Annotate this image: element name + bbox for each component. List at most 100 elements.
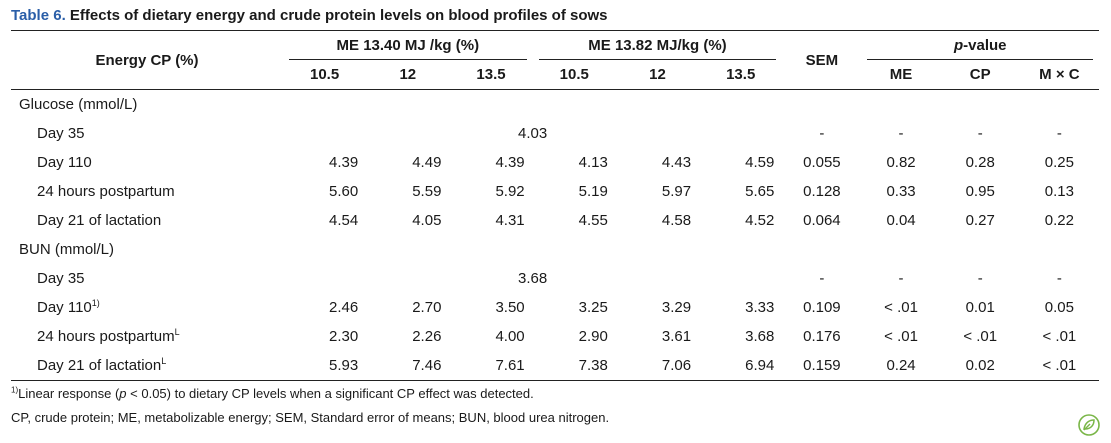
pvalue-cell: 0.13 xyxy=(1044,183,1074,200)
blood-profile-table: Energy CP (%) ME 13.40 MJ /kg (%) ME 13.… xyxy=(11,30,1099,381)
value-cell: 3.25 xyxy=(578,299,608,316)
pvalue-cell: 0.05 xyxy=(1044,299,1074,316)
empty-cell xyxy=(616,264,699,293)
pvalue-cell: 0.24 xyxy=(886,357,916,374)
value-cell: 5.19 xyxy=(578,183,608,200)
empty-cell xyxy=(366,264,449,293)
section-title: BUN (mmol/L) xyxy=(19,241,115,258)
value-cell: 7.61 xyxy=(495,357,525,374)
level-header: 12 xyxy=(649,66,666,83)
pvalue-interaction-header: M × C xyxy=(1039,66,1080,83)
value-cell: 4.49 xyxy=(412,154,442,171)
empty-cell xyxy=(616,119,699,148)
value-cell: 4.13 xyxy=(578,154,608,171)
value-cell: 4.52 xyxy=(745,212,775,229)
value-cell: 4.05 xyxy=(412,212,442,229)
value-cell: 5.60 xyxy=(329,183,359,200)
pvalue-cell: - xyxy=(1056,125,1062,142)
pvalue-cell: 0.02 xyxy=(965,357,995,374)
value-cell: 7.46 xyxy=(412,357,442,374)
pvalue-cell: 0.82 xyxy=(886,154,916,171)
pvalue-cell: 0.22 xyxy=(1044,212,1074,229)
value-cell: 3.50 xyxy=(495,299,525,316)
pvalue-cell: - xyxy=(977,270,983,287)
sem-cell: 0.055 xyxy=(803,154,841,171)
value-cell: 4.39 xyxy=(495,154,525,171)
level-header: 13.5 xyxy=(476,66,506,83)
table-row: Day 35 4.03 - - - - xyxy=(11,119,1099,148)
pvalue-cell: < .01 xyxy=(884,299,918,316)
value-cell: 6.94 xyxy=(745,357,775,374)
sem-cell: 0.109 xyxy=(803,299,841,316)
value-cell: 5.92 xyxy=(495,183,525,200)
sem-cell: - xyxy=(819,270,825,287)
row-label-header: Energy CP (%) xyxy=(95,51,199,69)
value-cell: 3.68 xyxy=(745,328,775,345)
table-caption: Table 6. Effects of dietary energy and c… xyxy=(11,7,608,24)
pvalue-header: p-value xyxy=(861,31,1099,61)
sem-header: SEM xyxy=(805,51,839,69)
row-label: 24 hours postpartumL xyxy=(37,327,180,346)
empty-cell xyxy=(699,264,782,293)
row-label: 24 hours postpartum xyxy=(37,183,175,200)
sem-cell: - xyxy=(819,125,825,142)
value-cell: 5.65 xyxy=(745,183,775,200)
sem-cell: 0.176 xyxy=(803,328,841,345)
value-cell: 2.46 xyxy=(329,299,359,316)
pooled-value-cell: 4.03 xyxy=(518,125,548,142)
value-cell: 4.58 xyxy=(661,212,692,229)
footnote-abbreviations: CP, crude protein; ME, metabolizable ene… xyxy=(11,410,610,425)
pvalue-cell: - xyxy=(1056,270,1062,287)
table-row: Day 1101) 2.46 2.70 3.50 3.25 3.29 3.33 0.109 < … xyxy=(11,293,1099,322)
leaf-badge-icon[interactable] xyxy=(1078,414,1100,436)
sem-cell: 0.128 xyxy=(803,183,841,200)
value-cell: 7.38 xyxy=(578,357,608,374)
pvalue-cell: < .01 xyxy=(884,328,918,345)
value-cell: 5.93 xyxy=(329,357,359,374)
row-label: Day 35 xyxy=(37,125,85,142)
table-row: Day 21 of lactationL 5.93 7.46 7.61 7.38 7.06… xyxy=(11,351,1099,381)
value-cell: 3.33 xyxy=(745,299,775,316)
section-header-row: BUN (mmol/L) xyxy=(11,235,1099,264)
pvalue-cell: 0.28 xyxy=(965,154,995,171)
pvalue-me-header: ME xyxy=(889,66,913,83)
section-header-row: Glucose (mmol/L) xyxy=(11,90,1099,120)
table-row: Day 110 4.39 4.49 4.39 4.13 4.43 4.59 0.055 0.82… xyxy=(11,148,1099,177)
row-label: Day 21 of lactationL xyxy=(37,356,167,375)
empty-cell xyxy=(283,119,366,148)
row-footnote-marker: L xyxy=(174,327,180,337)
empty-cell xyxy=(366,119,449,148)
pvalue-cell: 0.33 xyxy=(886,183,916,200)
value-cell: 3.29 xyxy=(661,299,692,316)
table-header: Energy CP (%) ME 13.40 MJ /kg (%) ME 13.… xyxy=(11,30,1099,90)
empty-cell xyxy=(283,264,366,293)
value-cell: 2.70 xyxy=(412,299,442,316)
value-cell: 2.30 xyxy=(329,328,359,345)
value-cell: 4.54 xyxy=(329,212,359,229)
table-row: Day 21 of lactation 4.54 4.05 4.31 4.55 4.58 4… xyxy=(11,206,1099,235)
pvalue-cell: 0.04 xyxy=(886,212,916,229)
pvalue-cell: - xyxy=(898,270,904,287)
pvalue-cp-header: CP xyxy=(969,66,991,83)
pvalue-cell: < .01 xyxy=(1042,357,1077,374)
value-cell: 7.06 xyxy=(661,357,692,374)
table-body: Glucose (mmol/L) Day 35 4.03 - - - - Day 110 4.3… xyxy=(11,90,1099,381)
empty-cell xyxy=(699,119,782,148)
table-row: 24 hours postpartum 5.60 5.59 5.92 5.19 5.97 5… xyxy=(11,177,1099,206)
group-header-me-13-82: ME 13.82 MJ/kg (%) xyxy=(533,31,783,61)
value-cell: 4.00 xyxy=(495,328,525,345)
footnote-linear-response: 1)Linear response (p < 0.05) to dietary … xyxy=(11,385,534,401)
value-cell: 4.55 xyxy=(578,212,608,229)
row-label: Day 21 of lactation xyxy=(37,212,162,229)
pvalue-cell: 0.25 xyxy=(1044,154,1074,171)
table-row: 24 hours postpartumL 2.30 2.26 4.00 2.90 3.61… xyxy=(11,322,1099,351)
section-title: Glucose (mmol/L) xyxy=(19,96,138,113)
value-cell: 5.59 xyxy=(412,183,442,200)
value-cell: 3.61 xyxy=(661,328,692,345)
group-header-me-13-40: ME 13.40 MJ /kg (%) xyxy=(283,31,533,61)
level-header: 13.5 xyxy=(726,66,756,83)
pvalue-cell: - xyxy=(898,125,904,142)
pvalue-cell: 0.27 xyxy=(965,212,995,229)
table-title: Effects of dietary energy and crude prot… xyxy=(69,7,608,24)
row-label: Day 110 xyxy=(37,154,92,171)
